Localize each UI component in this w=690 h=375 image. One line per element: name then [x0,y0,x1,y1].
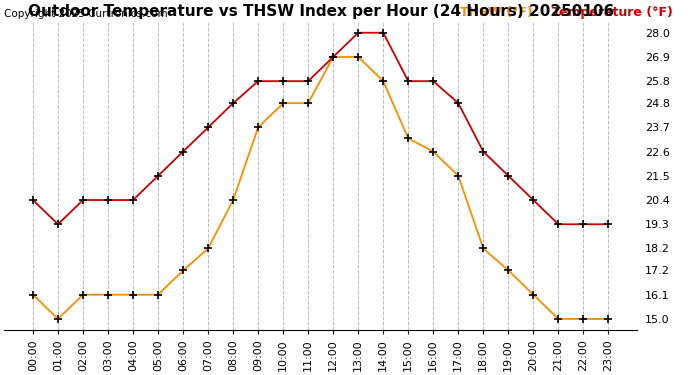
Text: Temperature (°F): Temperature (°F) [552,6,673,19]
Text: Copyright 2025 Curtronics.com: Copyright 2025 Curtronics.com [4,9,168,19]
Text: THSW (°F): THSW (°F) [460,6,533,19]
Title: Outdoor Temperature vs THSW Index per Hour (24 Hours) 20250106: Outdoor Temperature vs THSW Index per Ho… [28,4,614,19]
